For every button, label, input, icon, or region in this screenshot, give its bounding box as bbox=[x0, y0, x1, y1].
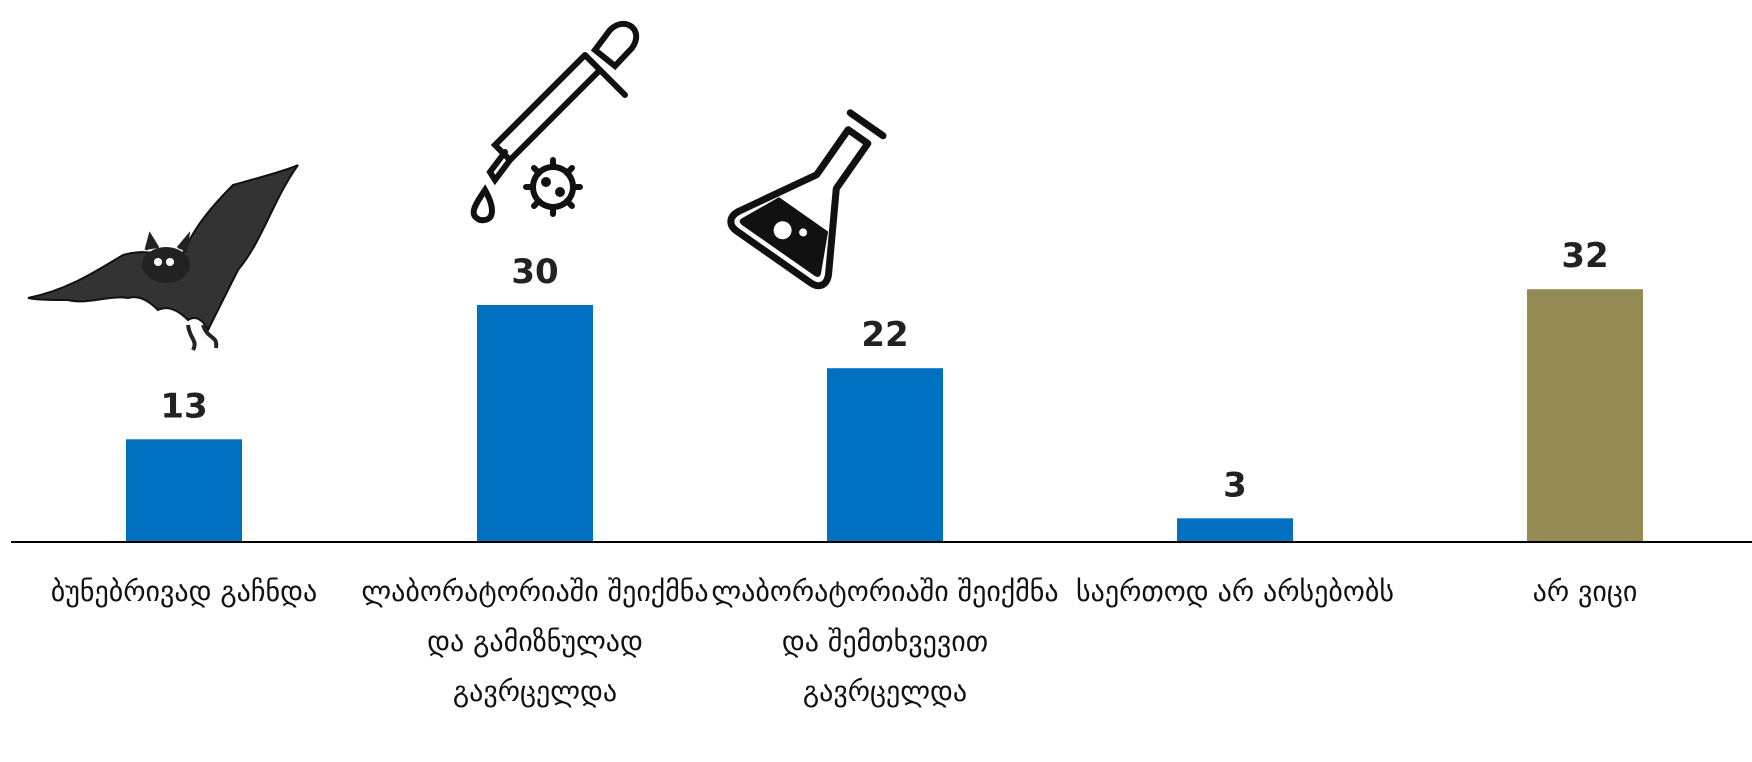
flask-icon bbox=[727, 92, 913, 290]
data-label: 3 bbox=[1223, 465, 1247, 505]
data-label: 30 bbox=[511, 252, 558, 292]
chart: 133022332 ბუნებრივად გაჩნდალაბორატორიაში… bbox=[0, 0, 1752, 762]
bar bbox=[1177, 518, 1293, 542]
bat-icon bbox=[28, 165, 298, 350]
bar bbox=[477, 305, 593, 542]
x-tick-label: არ ვიცი bbox=[1405, 567, 1752, 617]
x-tick-label: ლაბორატორიაში შეიქმნა და გამიზნულად გავრ… bbox=[355, 567, 715, 717]
x-tick-label: ლაბორატორიაში შეიქმნა და შემთხვევით გავრ… bbox=[705, 567, 1065, 717]
data-label: 22 bbox=[861, 315, 908, 355]
dropper-icon bbox=[474, 24, 637, 220]
data-label: 13 bbox=[160, 386, 207, 426]
x-tick-label: ბუნებრივად გაჩნდა bbox=[4, 567, 364, 617]
bar bbox=[1527, 289, 1643, 542]
data-label: 32 bbox=[1561, 236, 1608, 276]
bar bbox=[827, 368, 943, 542]
bar bbox=[126, 439, 242, 542]
x-tick-label: საერთოდ არ არსებობს bbox=[1055, 567, 1415, 617]
